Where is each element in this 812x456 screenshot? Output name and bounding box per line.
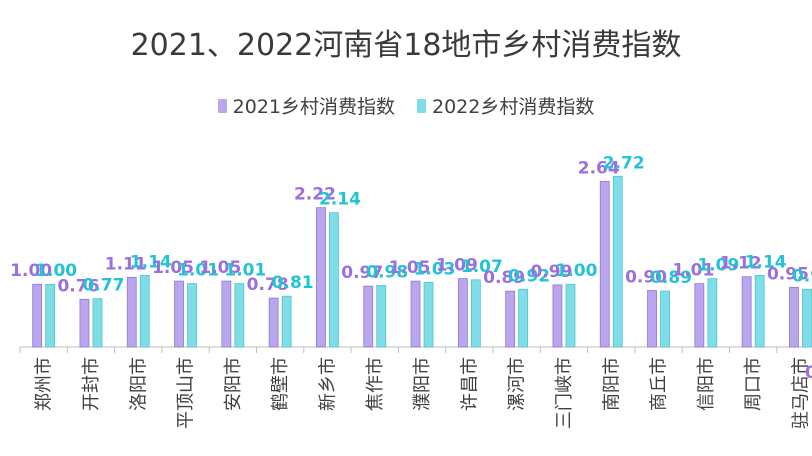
x-category-label: 三门峡市 [554,357,575,429]
x-category-label: 安阳市 [223,357,244,411]
data-label-2022: 1.07 [461,257,503,277]
bar-2022 [518,288,529,348]
bar-2021 [32,283,43,348]
bar-2021 [599,180,610,348]
data-label-2022: 0.89 [650,268,692,288]
bar-2021 [647,290,657,348]
legend-item-2021: 2021乡村消费指数 [217,92,395,119]
data-label-2021: 1.05 [152,258,194,278]
data-label-2021: 1.12 [720,254,762,274]
x-category-label: 焦作市 [365,357,386,411]
bar-2021 [316,207,326,348]
data-label-2022: 2.72 [603,153,645,173]
bar-2021 [694,283,705,348]
bar-2021 [79,298,90,348]
data-label-2021: 1.01 [672,261,714,281]
data-label-2021: 0.90 [625,268,667,288]
bar-2021 [410,280,421,348]
bar-2022 [423,281,434,348]
data-label-2021: 0.76 [57,276,99,296]
data-label-2022: 0.81 [272,273,314,293]
data-label-2021: 1.05 [199,258,241,278]
x-category-label: 漯河市 [507,357,528,411]
data-label-2022: 0.92 [508,266,550,286]
bar-2021 [126,276,137,348]
data-label-2022: 0.77 [82,276,124,296]
data-label-2022: 1.14 [130,252,172,272]
bar-2021 [174,280,184,348]
data-label-2022: 1.01 [177,261,219,281]
data-label-2021: 2.64 [578,158,620,178]
legend-label-2021: 2021乡村消费指数 [232,96,395,118]
data-label-2021: 1.11 [105,254,147,274]
bar-2021 [741,276,752,348]
data-label-2022: 1.09 [697,256,739,276]
x-category-label: 驻马店市 [790,357,811,429]
data-label-2021: 1.00 [10,261,52,281]
data-label-2022: 1.03 [414,259,456,279]
data-label-2021: 0.95 [767,264,809,284]
bar-2022 [376,285,387,348]
x-category-label: 濮阳市 [412,357,433,411]
x-category-label: 新乡市 [317,357,338,411]
x-category-label: 鹤壁市 [270,357,291,411]
data-label-2021: 0.89 [483,268,525,288]
bar-2022 [707,278,718,348]
legend-swatch-2021 [217,98,227,113]
bar-2022 [802,288,812,348]
data-label-2022: 0.92 [792,266,812,286]
data-label-partial: 0 [805,363,812,383]
bar-2021 [457,278,468,348]
legend: 2021乡村消费指数 2022乡村消费指数 [0,92,812,119]
x-category-label: 平顶山市 [176,357,197,429]
data-label-2022: 1.01 [224,261,266,281]
bar-2022 [234,283,245,348]
data-label-2021: 1.05 [389,258,431,278]
x-category-label: 洛阳市 [128,357,149,411]
legend-item-2022: 2022乡村消费指数 [417,92,594,119]
bar-2021 [363,285,374,348]
bar-2022 [45,283,56,348]
data-label-2022: 1.14 [745,252,787,272]
data-label-2021: 1.09 [436,256,478,276]
data-label-2022: 1.00 [35,261,77,281]
x-category-label: 周口市 [743,357,764,411]
bar-2022 [470,279,481,348]
data-label-2021: 0.99 [530,262,572,282]
bar-2022 [139,275,150,348]
bar-2022 [187,283,197,348]
data-label-2021: 0.97 [341,263,383,283]
bar-2021 [221,280,232,348]
data-label-2022: 2.14 [319,190,361,210]
bar-2022 [660,290,670,348]
bar-2021 [268,297,279,348]
bar-2022 [754,275,765,348]
x-category-label: 许昌市 [459,357,480,411]
legend-swatch-2022 [417,98,426,113]
bar-2022 [329,212,339,348]
bar-2021 [789,286,799,348]
data-label-2022: 0.98 [366,262,408,282]
bar-2021 [552,284,563,348]
bar-2022 [92,298,103,348]
chart-title: 2021、2022河南省18地市乡村消费指数 [130,28,682,63]
x-category-label: 开封市 [81,357,102,411]
data-label-2021: 0.78 [247,275,289,295]
data-label-2021: 2.22 [294,185,336,205]
legend-label-2022: 2022乡村消费指数 [432,96,595,118]
data-label-2022: 1.00 [555,261,597,281]
x-category-label: 南阳市 [601,357,622,411]
bar-2021 [505,290,516,348]
bar-2022 [565,283,576,348]
bar-2022 [281,295,292,348]
x-category-label: 商丘市 [649,357,670,411]
x-category-label: 信阳市 [696,357,717,411]
bar-2022 [612,175,623,348]
x-category-label: 郑州市 [34,357,55,411]
